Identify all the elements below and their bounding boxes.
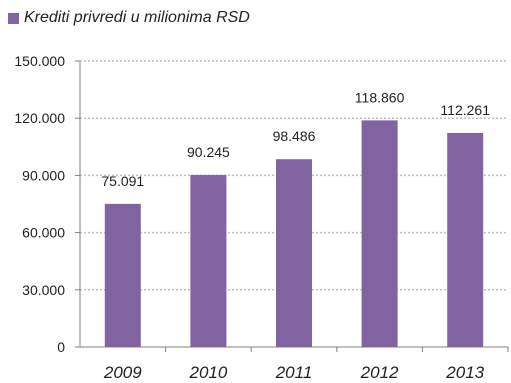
y-tick-label: 120.000	[14, 110, 65, 126]
y-tick-label: 30.000	[22, 282, 65, 298]
bar-2009	[104, 203, 141, 347]
bar-2011	[276, 159, 312, 347]
data-label: 90.245	[187, 144, 230, 160]
bar-2012	[361, 120, 398, 347]
x-tick-label: 2011	[275, 363, 313, 382]
chart-legend: Krediti privredi u milionima RSD	[8, 8, 250, 28]
data-label: 112.261	[440, 102, 490, 118]
data-label: 98.486	[273, 128, 316, 144]
y-tick-label: 0	[57, 339, 65, 355]
bar-2013	[447, 132, 484, 347]
x-tick-label: 2012	[360, 363, 399, 382]
data-label: 75.091	[101, 173, 144, 189]
x-tick-label: 2009	[103, 363, 142, 382]
x-tick-label: 2013	[445, 363, 484, 382]
data-label: 118.860	[355, 89, 405, 105]
legend-swatch	[8, 12, 19, 24]
y-tick-label: 150.000	[14, 53, 65, 69]
y-tick-label: 60.000	[22, 225, 65, 241]
legend-label: Krediti privredi u milionima RSD	[24, 9, 250, 26]
y-tick-label: 90.000	[22, 167, 65, 183]
x-tick-label: 2010	[188, 363, 227, 382]
bar-2010	[190, 174, 227, 347]
